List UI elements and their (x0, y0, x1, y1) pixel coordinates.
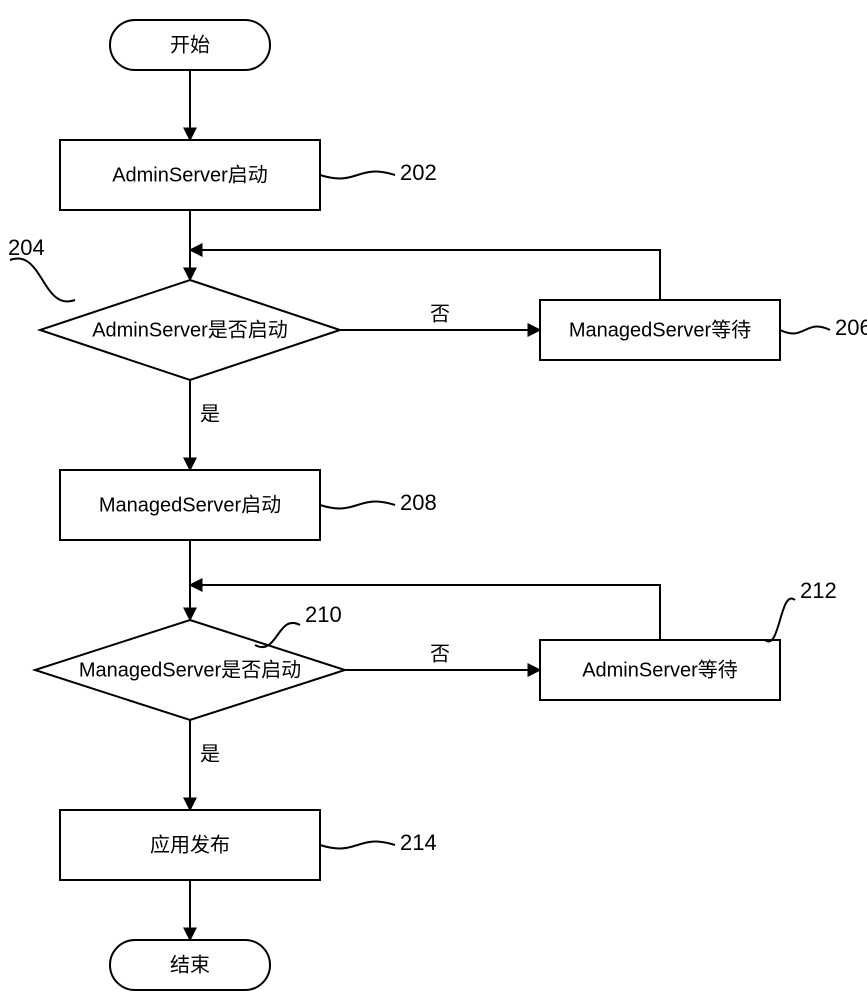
node-start: 开始 (110, 20, 270, 70)
ref-label-l204: 204 (8, 235, 45, 260)
svg-text:应用发布: 应用发布 (150, 833, 230, 856)
ref-label-l210: 210 (305, 602, 342, 627)
node-n210: ManagedServer是否启动 (35, 620, 345, 720)
ref-label-l206: 206 (835, 315, 867, 340)
svg-text:AdminServer是否启动: AdminServer是否启动 (92, 318, 288, 341)
edge-label-e_210_214: 是 (200, 743, 220, 765)
node-n206: ManagedServer等待 (540, 300, 780, 360)
ref-label-l212: 212 (800, 578, 837, 603)
node-end: 结束 (110, 940, 270, 990)
ref-label-l214: 214 (400, 830, 437, 855)
leader-l214 (320, 842, 395, 849)
node-n202: AdminServer启动 (60, 140, 320, 210)
svg-text:AdminServer启动: AdminServer启动 (112, 163, 268, 186)
node-n208: ManagedServer启动 (60, 470, 320, 540)
edge-label-e_204_208: 是 (200, 403, 220, 425)
leader-l208 (320, 502, 395, 509)
leader-l206 (780, 327, 830, 334)
svg-text:AdminServer等待: AdminServer等待 (582, 658, 738, 681)
svg-text:结束: 结束 (170, 953, 210, 976)
svg-text:ManagedServer等待: ManagedServer等待 (569, 318, 751, 341)
leader-l202 (320, 172, 395, 179)
edge-label-e_204_206: 否 (430, 303, 450, 325)
edge-e_212_back (190, 585, 660, 640)
svg-text:ManagedServer启动: ManagedServer启动 (99, 493, 281, 516)
ref-label-l202: 202 (400, 160, 437, 185)
leader-l212 (765, 598, 795, 641)
svg-text:开始: 开始 (170, 33, 210, 56)
leader-l204 (10, 258, 75, 301)
node-n212: AdminServer等待 (540, 640, 780, 700)
node-n214: 应用发布 (60, 810, 320, 880)
node-n204: AdminServer是否启动 (40, 280, 340, 380)
svg-text:ManagedServer是否启动: ManagedServer是否启动 (79, 658, 301, 681)
ref-label-l208: 208 (400, 490, 437, 515)
edge-label-e_210_212: 否 (430, 643, 450, 665)
edge-e_206_back (190, 250, 660, 300)
